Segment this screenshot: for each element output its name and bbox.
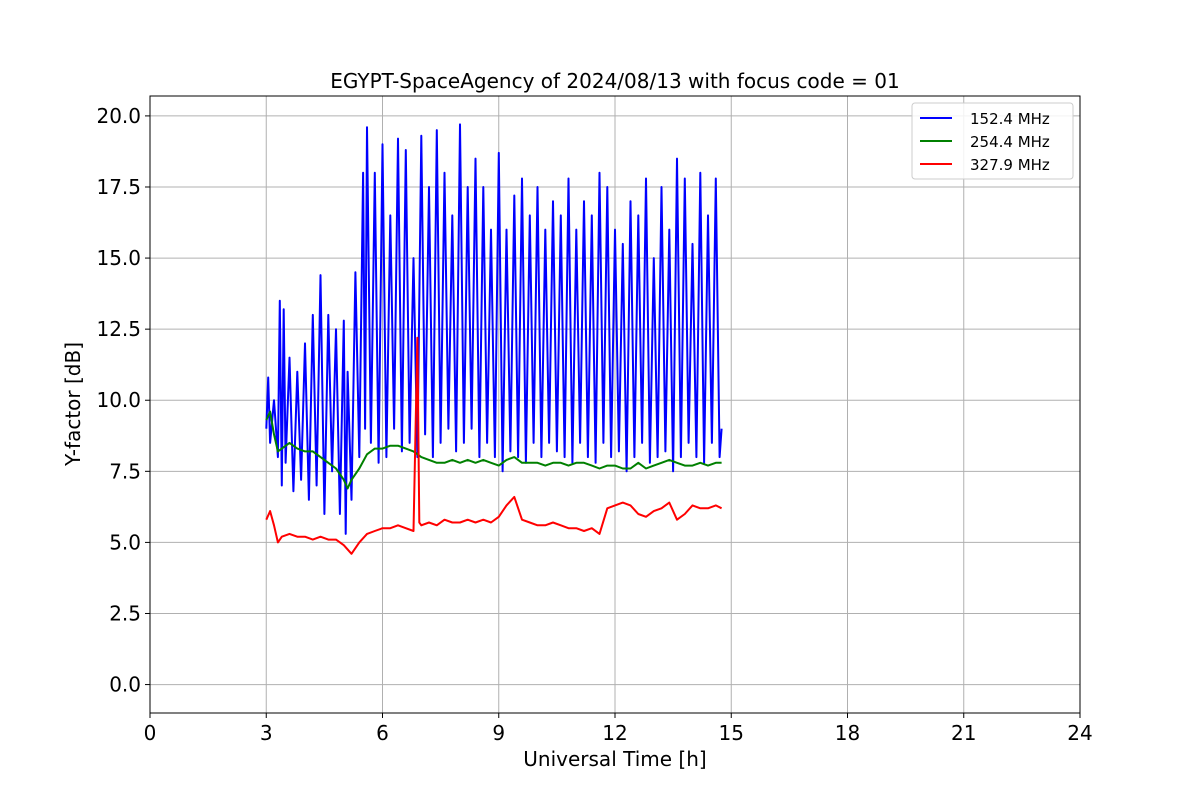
x-tick-label: 15 bbox=[719, 721, 744, 745]
y-tick-label: 0.0 bbox=[109, 673, 141, 697]
x-tick-label: 12 bbox=[602, 721, 627, 745]
x-tick-label: 9 bbox=[492, 721, 505, 745]
series-line-3 bbox=[265, 336, 723, 555]
x-axis-label: Universal Time [h] bbox=[523, 747, 706, 771]
legend-label: 254.4 MHz bbox=[970, 133, 1050, 151]
x-tick-label: 6 bbox=[376, 721, 389, 745]
legend-label: 327.9 MHz bbox=[970, 156, 1050, 174]
y-tick-label: 7.5 bbox=[109, 459, 141, 483]
x-tick-label: 0 bbox=[144, 721, 157, 745]
y-tick-label: 20.0 bbox=[96, 104, 141, 128]
series-line-1 bbox=[265, 123, 723, 535]
legend: 152.4 MHz 254.4 MHz 327.9 MHz bbox=[911, 102, 1074, 180]
plot-area bbox=[265, 123, 723, 555]
y-tick-label: 15.0 bbox=[96, 246, 141, 270]
ticks: 0 3 6 9 12 15 18 21 24 0.0 2.5 5.0 7.5 10.0 12.5 15.0 17… bbox=[96, 104, 1092, 745]
y-tick-label: 10.0 bbox=[96, 388, 141, 412]
y-tick-label: 2.5 bbox=[109, 601, 141, 625]
legend-box bbox=[911, 102, 1074, 180]
y-axis-label: Y-factor [dB] bbox=[61, 342, 85, 467]
chart-title: EGYPT-SpaceAgency of 2024/08/13 with foc… bbox=[330, 69, 899, 93]
x-tick-label: 24 bbox=[1067, 721, 1092, 745]
x-tick-label: 3 bbox=[260, 721, 273, 745]
legend-label: 152.4 MHz bbox=[970, 110, 1050, 128]
series-line-2 bbox=[265, 410, 722, 490]
y-tick-label: 5.0 bbox=[109, 530, 141, 554]
y-tick-label: 12.5 bbox=[96, 317, 141, 341]
y-tick-label: 17.5 bbox=[96, 175, 141, 199]
x-tick-label: 18 bbox=[835, 721, 860, 745]
x-tick-label: 21 bbox=[951, 721, 976, 745]
